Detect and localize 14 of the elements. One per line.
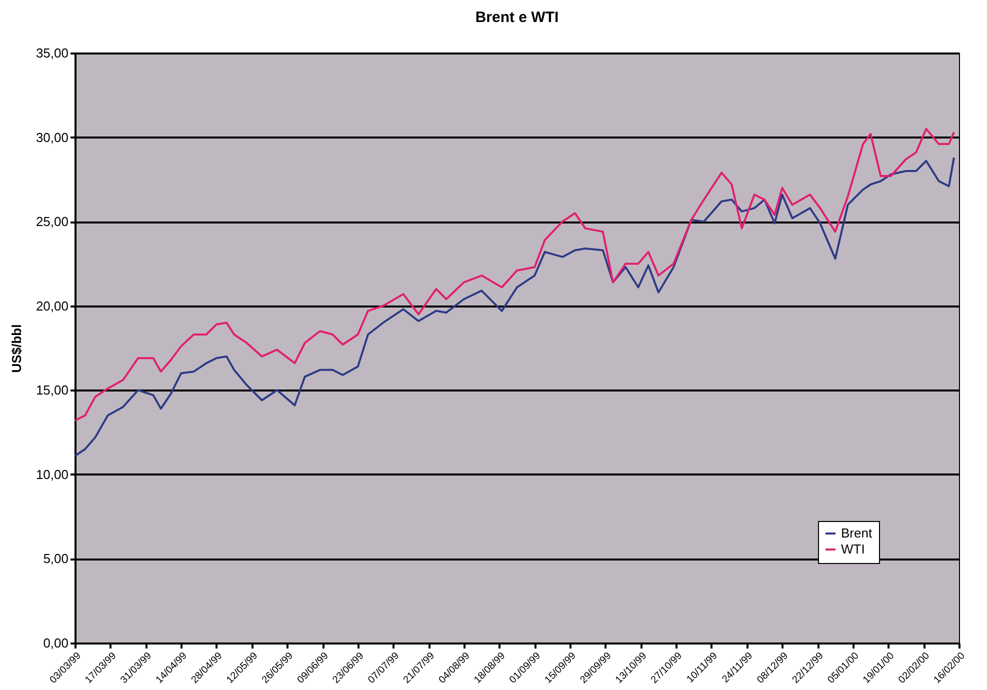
y-tick-label: 10,00	[36, 466, 68, 482]
legend-label: Brent	[841, 526, 872, 540]
y-tick-label: 35,00	[36, 46, 68, 60]
y-tick-label: 25,00	[36, 214, 68, 230]
y-axis-title: US$/bbl	[8, 324, 24, 373]
y-tick-label: 20,00	[36, 298, 68, 314]
y-tick-label: 0,00	[43, 636, 68, 650]
legend-label: WTI	[841, 542, 865, 556]
line-series	[74, 156, 955, 457]
y-tick-label: 15,00	[36, 382, 68, 398]
y-tick-label: 5,00	[43, 551, 68, 566]
y-tick-label: 30,00	[36, 130, 68, 145]
line-series	[74, 128, 955, 422]
chart-title: Brent e WTI	[475, 9, 559, 26]
